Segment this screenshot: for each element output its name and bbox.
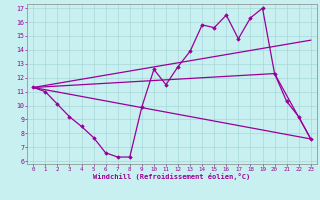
- X-axis label: Windchill (Refroidissement éolien,°C): Windchill (Refroidissement éolien,°C): [93, 173, 251, 180]
